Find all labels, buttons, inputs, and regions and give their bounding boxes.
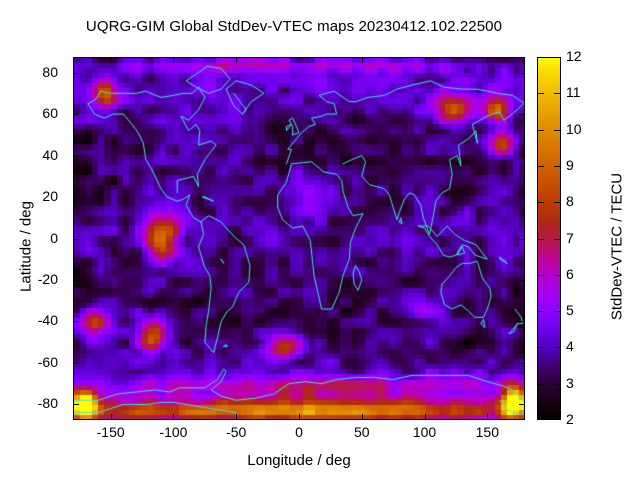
y-tick	[74, 404, 79, 406]
colorbar-tick	[538, 93, 544, 95]
y-tick	[74, 197, 79, 198]
colorbar-tick	[554, 347, 560, 349]
x-tick-label: -150	[96, 424, 125, 440]
x-tick	[236, 414, 238, 419]
colorbar-tick	[538, 202, 544, 204]
colorbar-tick-label: 9	[566, 156, 574, 173]
x-tick	[110, 414, 112, 419]
x-tick	[424, 58, 426, 63]
colorbar-tick-label: 4	[566, 338, 574, 355]
x-tick	[361, 58, 363, 63]
colorbar-tick	[554, 93, 560, 95]
y-tick-label: 60	[42, 105, 58, 122]
colorbar-tick	[554, 238, 560, 240]
vtec-heatmap-raster	[73, 57, 525, 420]
colorbar-tick	[538, 311, 544, 313]
y-tick	[519, 279, 524, 281]
x-tick	[299, 414, 300, 419]
colorbar-tick	[538, 129, 544, 131]
x-tick	[299, 58, 300, 63]
colorbar-tick-label: 6	[566, 265, 574, 282]
x-tick-label: 150	[475, 424, 499, 440]
y-tick	[519, 114, 524, 116]
y-tick	[74, 279, 79, 281]
y-tick	[74, 114, 79, 116]
y-tick-label: -20	[37, 270, 58, 287]
colorbar-tick	[554, 274, 560, 276]
x-tick-label: -100	[159, 424, 188, 440]
colorbar-tick	[538, 274, 544, 276]
colorbar-tick-label: 10	[566, 120, 582, 137]
y-tick	[74, 321, 79, 323]
page-title: UQRG-GIM Global StdDev-VTEC maps 2023041…	[85, 18, 503, 35]
y-tick-label: 80	[42, 63, 58, 80]
x-tick	[110, 58, 112, 63]
colorbar-tick-label: 8	[566, 193, 574, 210]
y-tick	[74, 72, 79, 74]
x-tick	[487, 58, 489, 63]
x-tick	[173, 58, 175, 63]
x-tick	[361, 414, 363, 419]
colorbar-tick	[538, 165, 544, 167]
y-tick	[519, 404, 524, 406]
colorbar-tick-label: 5	[566, 302, 574, 319]
colorbar-frame	[537, 57, 561, 420]
colorbar-tick	[554, 202, 560, 204]
x-tick-label: 100	[412, 424, 437, 440]
x-tick	[487, 414, 489, 419]
colorbar-tick	[554, 165, 560, 167]
colorbar-tick-label: 3	[566, 374, 574, 391]
colorbar-tick-label: 2	[566, 411, 574, 427]
x-tick	[236, 58, 238, 63]
y-tick	[74, 155, 79, 157]
y-tick-label: -60	[37, 353, 58, 370]
colorbar-tick	[554, 383, 560, 385]
y-tick	[519, 155, 524, 157]
y-tick-label: 20	[42, 188, 58, 204]
y-tick	[74, 362, 79, 364]
colorbar-title: StdDev-VTEC / TECU	[608, 172, 626, 321]
y-tick-label: -40	[37, 312, 58, 329]
colorbar-tick	[554, 311, 560, 313]
y-tick	[519, 238, 524, 240]
colorbar-tick	[538, 347, 544, 349]
y-tick-label: 0	[50, 229, 58, 246]
y-tick-label: 40	[42, 146, 58, 163]
colorbar-tick-label: 11	[566, 84, 581, 101]
x-tick-label: 0	[295, 424, 303, 440]
colorbar[interactable]	[537, 57, 561, 420]
colorbar-tick	[538, 238, 544, 240]
y-tick	[519, 362, 524, 364]
y-tick-label: -80	[37, 395, 58, 412]
y-tick	[519, 197, 524, 198]
x-tick	[173, 414, 175, 419]
map-plot-area[interactable]	[73, 57, 525, 420]
colorbar-tick-label: 7	[566, 229, 574, 246]
y-tick	[519, 72, 524, 74]
x-tick	[424, 414, 426, 419]
x-tick-label: 50	[353, 424, 370, 440]
x-axis-title: Longitude / deg	[247, 452, 351, 469]
y-tick	[74, 238, 79, 240]
colorbar-tick	[554, 129, 560, 131]
colorbar-tick-label: 12	[566, 48, 582, 64]
colorbar-tick	[538, 383, 544, 385]
y-tick	[519, 321, 524, 323]
x-tick-label: -50	[226, 424, 247, 440]
